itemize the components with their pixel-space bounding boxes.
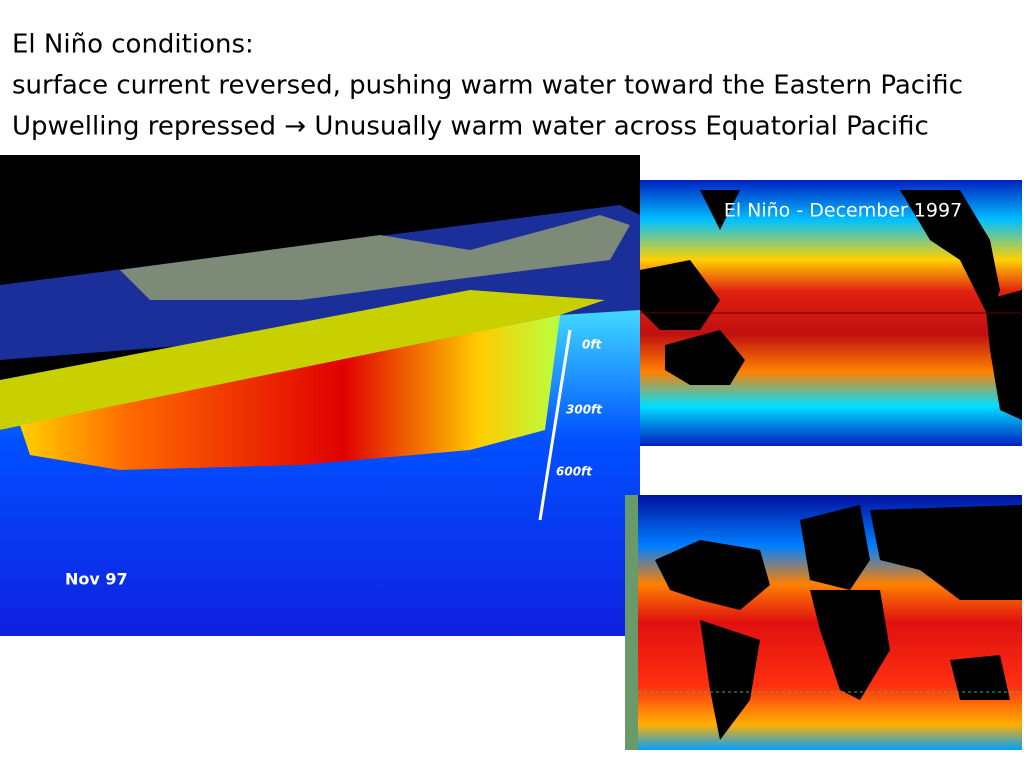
sst-map-image xyxy=(640,180,1022,446)
text-line: Upwelling repressed → Unusually warm wat… xyxy=(12,112,929,142)
text-line: surface current reversed, pushing warm w… xyxy=(12,71,963,101)
date-label: Nov 97 xyxy=(65,570,128,589)
depth-label: 600ft xyxy=(556,465,593,479)
depth-label: 300ft xyxy=(566,403,603,417)
depth-label: 0ft xyxy=(582,338,603,352)
text-line: El Niño conditions: xyxy=(12,30,254,60)
cross-section-image xyxy=(0,155,640,636)
world-sst-image xyxy=(625,495,1022,750)
map-title: El Niño - December 1997 xyxy=(724,200,962,222)
